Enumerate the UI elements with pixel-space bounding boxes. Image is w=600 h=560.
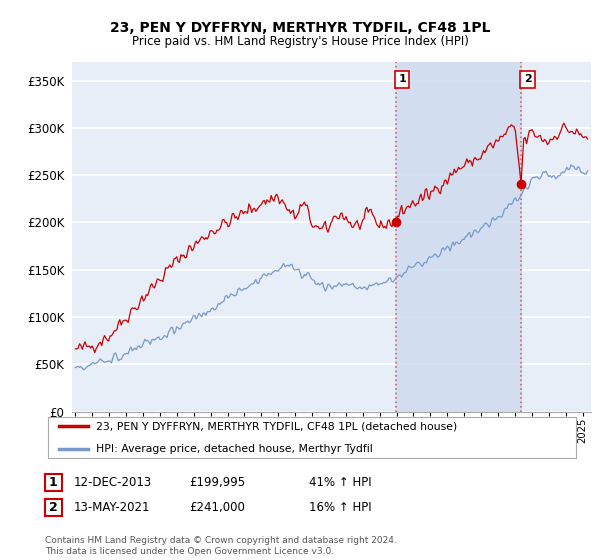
Text: £241,000: £241,000 [189,501,245,515]
Text: 2: 2 [49,501,58,514]
Text: Contains HM Land Registry data © Crown copyright and database right 2024.
This d: Contains HM Land Registry data © Crown c… [45,536,397,556]
Text: 41% ↑ HPI: 41% ↑ HPI [309,476,371,489]
Text: 13-MAY-2021: 13-MAY-2021 [73,501,150,515]
Text: 23, PEN Y DYFFRYN, MERTHYR TYDFIL, CF48 1PL: 23, PEN Y DYFFRYN, MERTHYR TYDFIL, CF48 … [110,21,490,35]
Text: £199,995: £199,995 [189,476,245,489]
Text: 12-DEC-2013: 12-DEC-2013 [73,476,151,489]
Text: 23, PEN Y DYFFRYN, MERTHYR TYDFIL, CF48 1PL (detached house): 23, PEN Y DYFFRYN, MERTHYR TYDFIL, CF48 … [95,421,457,431]
Text: HPI: Average price, detached house, Merthyr Tydfil: HPI: Average price, detached house, Mert… [95,444,372,454]
Text: 1: 1 [49,475,58,489]
Text: 16% ↑ HPI: 16% ↑ HPI [309,501,371,515]
Text: Price paid vs. HM Land Registry's House Price Index (HPI): Price paid vs. HM Land Registry's House … [131,35,469,48]
Text: 2: 2 [524,74,532,85]
Text: 1: 1 [398,74,406,85]
Bar [396,62,521,412]
